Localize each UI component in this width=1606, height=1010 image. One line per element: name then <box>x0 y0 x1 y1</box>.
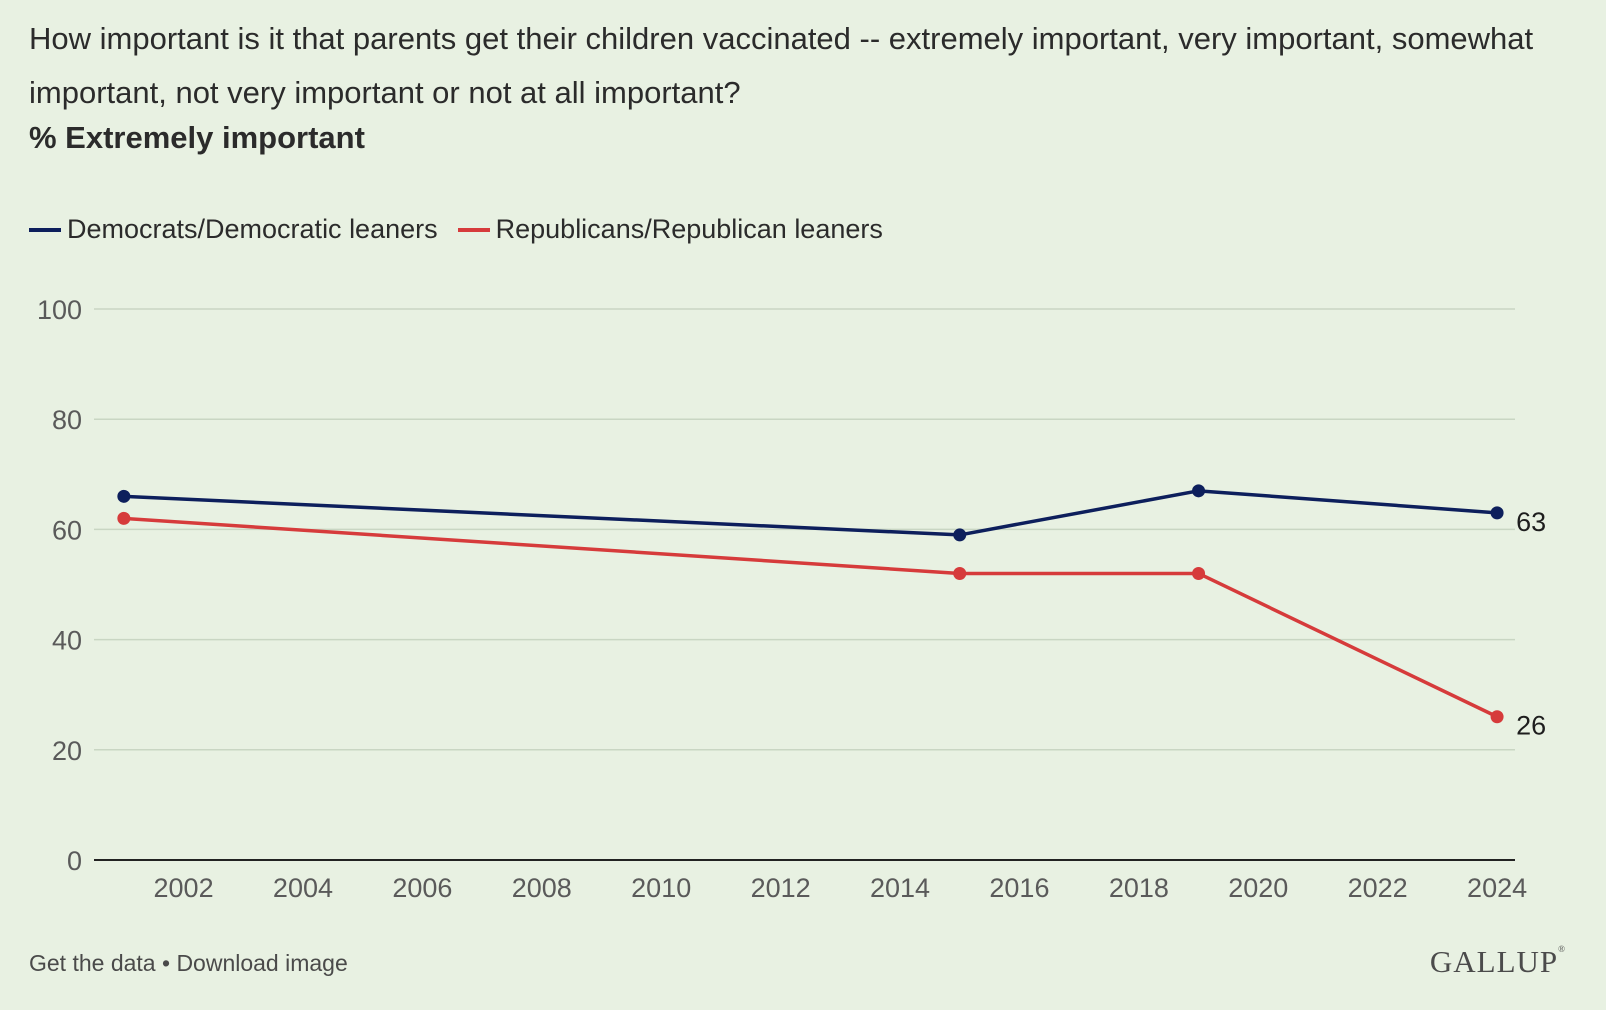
y-tick-label-20: 20 <box>52 736 82 766</box>
series-line-democrats <box>122 489 1499 537</box>
chart-subtitle: % Extremely important <box>29 120 365 155</box>
x-tick-label-2020: 2020 <box>1228 873 1288 903</box>
x-tick-label-2006: 2006 <box>392 873 452 903</box>
y-tick-label-60: 60 <box>52 515 82 545</box>
footer-separator: • <box>161 950 171 976</box>
x-tick-label-2014: 2014 <box>870 873 930 903</box>
data-point-democrats-2024 <box>1490 506 1504 520</box>
end-value-label-republicans: 26 <box>1516 711 1546 741</box>
legend-label-republicans: Republicans/Republican leaners <box>495 214 883 244</box>
data-point-democrats-2015 <box>953 528 967 542</box>
legend-swatch-republicans <box>457 227 490 232</box>
gallup-logo-mark: ® <box>1558 944 1566 954</box>
legend-label-democrats: Democrats/Democratic leaners <box>67 214 438 244</box>
x-tick-label-2004: 2004 <box>273 873 333 903</box>
data-point-republicans-2024 <box>1490 710 1504 724</box>
data-point-republicans-2015 <box>953 566 967 580</box>
data-point-democrats-2001 <box>117 489 131 503</box>
legend-item-democrats[interactable]: Democrats/Democratic leaners <box>29 214 438 245</box>
end-value-label-democrats: 63 <box>1516 507 1546 537</box>
gallup-logo: GALLUP® <box>1430 944 1566 980</box>
get-data-link[interactable]: Get the data <box>29 950 156 976</box>
axis-layer: 0 20 40 60 80 100 2002 2004 2006 2008 2010 2012 2014… <box>37 295 1527 903</box>
y-tick-label-40: 40 <box>52 626 82 656</box>
y-tick-label-100: 100 <box>37 295 82 325</box>
label-layer: 63 26 <box>1516 507 1546 741</box>
x-tick-label-2018: 2018 <box>1109 873 1169 903</box>
x-tick-label-2002: 2002 <box>154 873 214 903</box>
x-tick-label-2010: 2010 <box>631 873 691 903</box>
x-tick-label-2022: 2022 <box>1348 873 1408 903</box>
chart-question: How important is it that parents get the… <box>29 21 1534 110</box>
legend-swatch-democrats <box>29 227 61 232</box>
series-layer <box>117 484 1504 724</box>
legend-item-republicans[interactable]: Republicans/Republican leaners <box>457 214 883 245</box>
x-tick-label-2016: 2016 <box>989 873 1049 903</box>
x-tick-label-2008: 2008 <box>512 873 572 903</box>
download-image-link[interactable]: Download image <box>176 950 348 976</box>
series-line-republicans <box>122 516 1499 719</box>
gallup-logo-text: GALLUP <box>1429 944 1559 979</box>
footer-links: Get the data • Download image <box>29 950 348 977</box>
x-tick-label-2024: 2024 <box>1467 873 1527 903</box>
data-point-republicans-2001 <box>117 511 131 525</box>
y-tick-label-0: 0 <box>67 846 82 876</box>
x-tick-label-2012: 2012 <box>751 873 811 903</box>
data-point-republicans-2019 <box>1192 566 1206 580</box>
data-point-democrats-2019 <box>1192 484 1206 498</box>
y-tick-label-80: 80 <box>52 405 82 435</box>
legend: Democrats/Democratic leaners Republicans… <box>29 214 903 245</box>
